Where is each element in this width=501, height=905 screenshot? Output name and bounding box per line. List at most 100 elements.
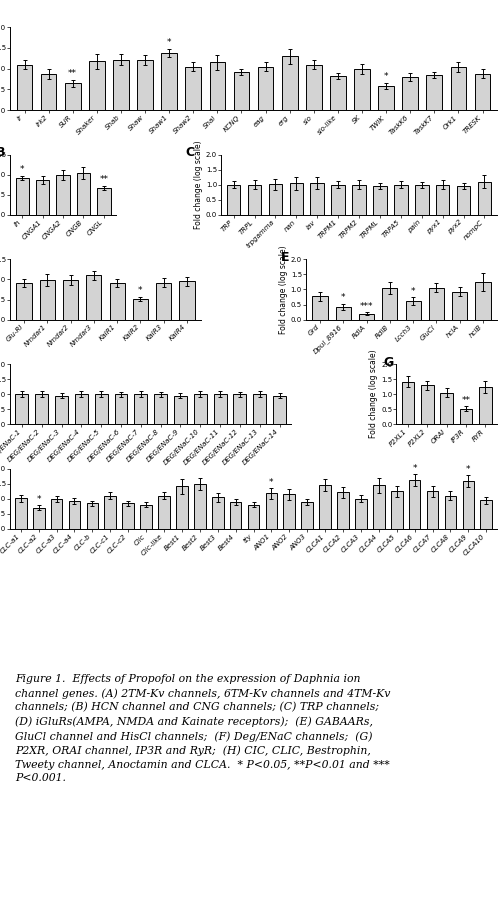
- Bar: [401, 382, 413, 424]
- Bar: [426, 75, 441, 110]
- Bar: [335, 307, 350, 319]
- Bar: [390, 491, 402, 529]
- Bar: [137, 60, 153, 110]
- Bar: [253, 395, 266, 424]
- Bar: [405, 300, 420, 319]
- Bar: [444, 496, 455, 529]
- Text: *: *: [269, 478, 273, 487]
- Bar: [273, 395, 286, 424]
- Text: *: *: [37, 495, 41, 504]
- Y-axis label: Fold change (log scale): Fold change (log scale): [369, 350, 378, 439]
- Bar: [17, 64, 32, 110]
- Text: *: *: [166, 38, 171, 47]
- Bar: [156, 282, 171, 319]
- Bar: [329, 76, 345, 110]
- Bar: [158, 496, 169, 529]
- Bar: [478, 386, 490, 424]
- Bar: [185, 67, 201, 110]
- Text: G: G: [383, 356, 393, 368]
- Bar: [226, 185, 240, 214]
- Text: **: **: [68, 69, 77, 78]
- Bar: [428, 288, 443, 319]
- Bar: [474, 73, 489, 110]
- Bar: [439, 393, 452, 424]
- Bar: [372, 485, 384, 529]
- Y-axis label: Fold change (log scale): Fold change (log scale): [193, 140, 202, 229]
- Text: E: E: [281, 251, 289, 264]
- Bar: [77, 173, 90, 214]
- Bar: [154, 395, 167, 424]
- Bar: [289, 184, 303, 214]
- Bar: [426, 491, 437, 529]
- Bar: [33, 508, 45, 529]
- Bar: [36, 179, 49, 214]
- Bar: [179, 281, 194, 319]
- Bar: [55, 395, 68, 424]
- Text: **: **: [460, 395, 469, 405]
- Bar: [257, 67, 273, 110]
- Bar: [86, 503, 98, 529]
- Text: *: *: [410, 287, 414, 296]
- Bar: [331, 185, 344, 214]
- Bar: [319, 485, 330, 529]
- Text: C: C: [185, 147, 194, 159]
- Bar: [161, 52, 177, 110]
- Bar: [402, 77, 417, 110]
- Bar: [16, 178, 29, 214]
- Bar: [301, 502, 313, 529]
- Bar: [456, 186, 469, 214]
- Bar: [474, 282, 489, 319]
- Text: *: *: [340, 293, 345, 302]
- Bar: [15, 499, 27, 529]
- Bar: [305, 64, 321, 110]
- Bar: [337, 492, 348, 529]
- Bar: [65, 83, 80, 110]
- Bar: [354, 499, 366, 529]
- Bar: [133, 299, 148, 319]
- Bar: [265, 493, 277, 529]
- Bar: [408, 481, 420, 529]
- Bar: [51, 499, 62, 529]
- Y-axis label: Fold change (log scale): Fold change (log scale): [278, 245, 287, 334]
- Bar: [114, 395, 127, 424]
- Bar: [213, 395, 226, 424]
- Bar: [35, 395, 48, 424]
- Bar: [233, 395, 246, 424]
- Bar: [75, 395, 88, 424]
- Bar: [17, 283, 32, 319]
- Bar: [451, 292, 466, 319]
- Bar: [476, 182, 490, 214]
- Bar: [461, 481, 473, 529]
- Bar: [312, 296, 327, 319]
- Text: B: B: [0, 147, 6, 159]
- Bar: [268, 185, 282, 214]
- Bar: [95, 395, 107, 424]
- Bar: [113, 60, 128, 110]
- Text: *: *: [20, 165, 25, 174]
- Bar: [122, 503, 134, 529]
- Bar: [229, 502, 241, 529]
- Bar: [247, 185, 261, 214]
- Text: *: *: [138, 286, 142, 295]
- Bar: [414, 186, 428, 214]
- Text: *: *: [383, 71, 388, 81]
- Bar: [56, 175, 70, 214]
- Bar: [97, 187, 110, 214]
- Bar: [247, 505, 259, 529]
- Bar: [281, 56, 297, 110]
- Bar: [450, 67, 465, 110]
- Bar: [372, 186, 386, 214]
- Bar: [193, 395, 206, 424]
- Bar: [209, 62, 225, 110]
- Bar: [104, 496, 116, 529]
- Bar: [358, 313, 373, 319]
- Bar: [89, 62, 104, 110]
- Bar: [479, 500, 491, 529]
- Bar: [40, 281, 55, 319]
- Bar: [420, 386, 433, 424]
- Bar: [459, 409, 471, 424]
- Bar: [353, 69, 369, 110]
- Bar: [63, 281, 78, 319]
- Bar: [134, 395, 147, 424]
- Bar: [393, 185, 407, 214]
